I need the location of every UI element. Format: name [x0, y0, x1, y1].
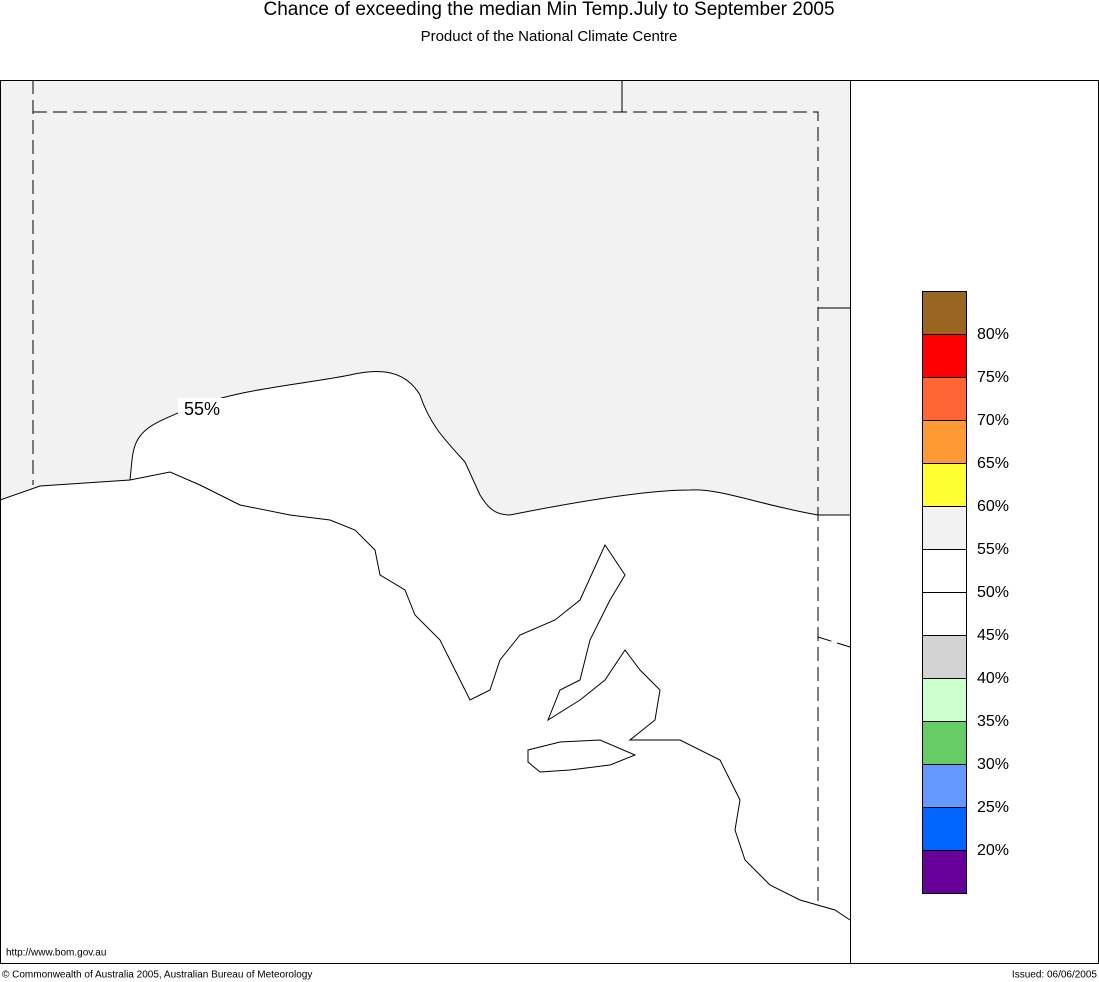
legend-panel [850, 80, 1099, 964]
legend-label: 80% [977, 326, 1009, 343]
url: http://www.bom.gov.au [6, 948, 106, 959]
borders [621, 80, 850, 516]
contour-label: 55% [184, 399, 220, 419]
island [527, 739, 637, 773]
contour-label-bg [178, 398, 226, 422]
legend-swatch [922, 721, 967, 765]
legend-label: 55% [977, 541, 1009, 558]
map: 55% http://www.bom.gov.au [0, 80, 851, 964]
legend-label: 20% [977, 842, 1009, 859]
legend-label: 60% [977, 498, 1009, 515]
shaded-region [1, 81, 850, 515]
legend-swatch [922, 678, 967, 722]
legend-swatch [922, 463, 967, 507]
legend-label: 45% [977, 627, 1009, 644]
legend-label: 25% [977, 799, 1009, 816]
legend-label: 35% [977, 713, 1009, 730]
legend-swatch [922, 807, 967, 851]
legend-swatch [922, 377, 967, 421]
legend-swatch [922, 549, 967, 593]
state-borders [32, 80, 851, 905]
legend: 80% 75% 70% 65% 60% 55% 50% 45% 40% 35% 30% 25% 20% [922, 291, 1009, 894]
legend-label: 65% [977, 455, 1009, 472]
title: Chance of exceeding the median Min Temp.… [263, 0, 834, 20]
legend-swatch [922, 334, 967, 378]
coastline [0, 471, 851, 921]
legend-label: 50% [977, 584, 1009, 601]
legend-swatch [922, 592, 967, 636]
copyright: © Commonwealth of Australia 2005, Austra… [2, 970, 312, 981]
legend-swatch [922, 291, 967, 335]
issued: Issued: 06/06/2005 [1012, 970, 1098, 981]
legend-label: 40% [977, 670, 1009, 687]
legend-label: 75% [977, 369, 1009, 386]
legend-swatch [922, 764, 967, 808]
legend-swatch [922, 850, 967, 894]
subtitle: Product of the National Climate Centre [421, 28, 678, 45]
legend-label: 30% [977, 756, 1009, 773]
legend-swatch [922, 420, 967, 464]
legend-swatch [922, 635, 967, 679]
legend-label: 70% [977, 412, 1009, 429]
legend-swatch [922, 506, 967, 550]
